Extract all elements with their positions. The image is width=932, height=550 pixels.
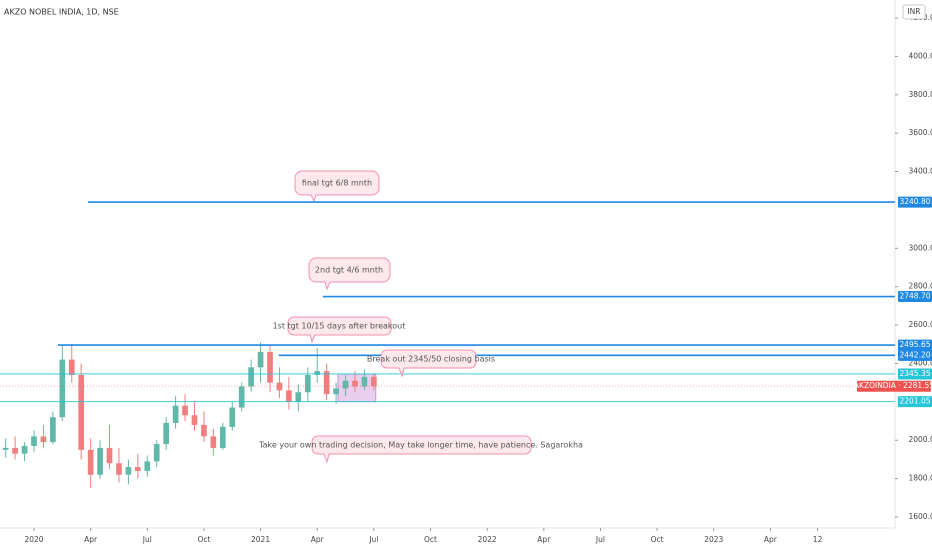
candle-body — [304, 374, 311, 393]
y-tick-label: 3000.00 — [908, 243, 932, 252]
candle-body — [97, 447, 103, 475]
x-tick-label: 12 — [813, 535, 823, 544]
callouts: final tgt 6/8 mnth 2nd tgt 4/6 mnth 1st … — [258, 170, 583, 464]
x-tick-label: 2020 — [24, 535, 43, 544]
price-label-box — [898, 396, 932, 408]
price-label-box — [898, 196, 932, 208]
candle-body — [295, 392, 302, 402]
candle-body — [191, 415, 198, 425]
candle-body — [314, 371, 321, 375]
x-tick-label: Oct — [424, 535, 437, 544]
candle-body — [352, 380, 358, 387]
candle-body — [238, 386, 245, 408]
price-label: 2495.65 — [899, 340, 930, 349]
callout — [380, 349, 477, 378]
y-tick-label: 2800.00 — [908, 282, 932, 291]
x-tick-label: Apr — [311, 535, 325, 544]
callout-text: final tgt 6/8 mnth — [302, 179, 372, 188]
candle-body — [125, 467, 132, 475]
currency-badge[interactable] — [902, 4, 926, 20]
price-label: 2201.05 — [899, 397, 930, 406]
x-tick-label: 2023 — [704, 535, 723, 544]
y-tick-label: 2600.00 — [908, 320, 932, 329]
x-tick-label: Oct — [651, 535, 664, 544]
candle-body — [286, 390, 292, 402]
candle-body — [333, 388, 339, 395]
candle-body — [78, 374, 85, 450]
candle-body — [2, 447, 9, 450]
y-tick-label: 2000.00 — [908, 435, 932, 444]
callout — [311, 435, 532, 464]
candle-body — [172, 405, 179, 423]
y-tick-label: 3800.00 — [908, 90, 932, 99]
candle-body — [135, 467, 141, 471]
price-label: AKZOINDIA · 2281.55 — [854, 381, 932, 390]
candle-body — [59, 359, 66, 418]
candle-body — [210, 436, 217, 448]
price-label: 2442.20 — [899, 350, 930, 359]
candle-body — [153, 444, 160, 462]
callout-text: 1st tgt 10/15 days after breakout — [273, 322, 406, 331]
price-label-box — [898, 349, 932, 361]
candle-body — [371, 376, 377, 387]
candle-body — [50, 417, 56, 443]
candle-body — [248, 367, 254, 387]
candle-body — [21, 445, 28, 454]
y-tick-label: 3400.00 — [908, 167, 932, 176]
x-tick-label: Jul — [142, 535, 152, 544]
price-label-box — [898, 368, 932, 380]
x-tick-label: Apr — [537, 535, 551, 544]
callout — [287, 316, 392, 344]
candle-body — [182, 405, 188, 416]
candle-body — [68, 359, 75, 375]
candle-body — [106, 447, 113, 464]
y-tick-label: 1800.00 — [908, 474, 932, 483]
price-label: 2345.35 — [899, 369, 930, 378]
price-label: 2748.70 — [899, 292, 930, 301]
chart-title: AKZO NOBEL INDIA, 1D, NSE — [4, 8, 119, 17]
currency-label: INR — [907, 7, 920, 16]
candle-body — [144, 461, 151, 471]
price-label: 3240.80 — [899, 197, 930, 206]
candle-body — [361, 376, 368, 387]
x-tick-label: 2021 — [251, 535, 270, 544]
callout — [294, 170, 380, 203]
x-tick-label: Apr — [764, 535, 778, 544]
y-tick-label: 3600.00 — [908, 128, 932, 137]
candle-body — [323, 371, 330, 395]
candle-body — [40, 436, 47, 443]
x-tick-label: Jul — [595, 535, 605, 544]
x-tick-label: Jul — [368, 535, 378, 544]
candle-body — [201, 424, 207, 437]
price-label-box — [857, 380, 931, 392]
candle-body — [342, 380, 349, 389]
candle-body — [163, 422, 169, 445]
candle-body — [31, 436, 37, 446]
candle-body — [257, 351, 264, 368]
callout-text: 2nd tgt 4/6 mnth — [315, 266, 383, 275]
y-tick-label: 1600.00 — [908, 512, 932, 521]
candle-body — [219, 426, 226, 448]
x-tick-label: Apr — [84, 535, 98, 544]
callout — [308, 257, 391, 291]
candle-body — [267, 351, 273, 383]
y-tick-label: 2400.00 — [908, 358, 932, 367]
callout-text: Break out 2345/50 closing basis — [367, 355, 495, 364]
candle-body — [12, 447, 18, 454]
x-tick-label: 2022 — [478, 535, 497, 544]
candle-body — [87, 449, 94, 475]
y-tick-label: 4000.00 — [908, 51, 932, 60]
candle-body — [116, 463, 122, 475]
price-label-box — [898, 339, 932, 351]
x-tick-label: Oct — [197, 535, 210, 544]
price-label-box — [898, 291, 932, 303]
candle-body — [229, 407, 236, 427]
callout-text: Take your own trading decision, May take… — [258, 441, 583, 450]
